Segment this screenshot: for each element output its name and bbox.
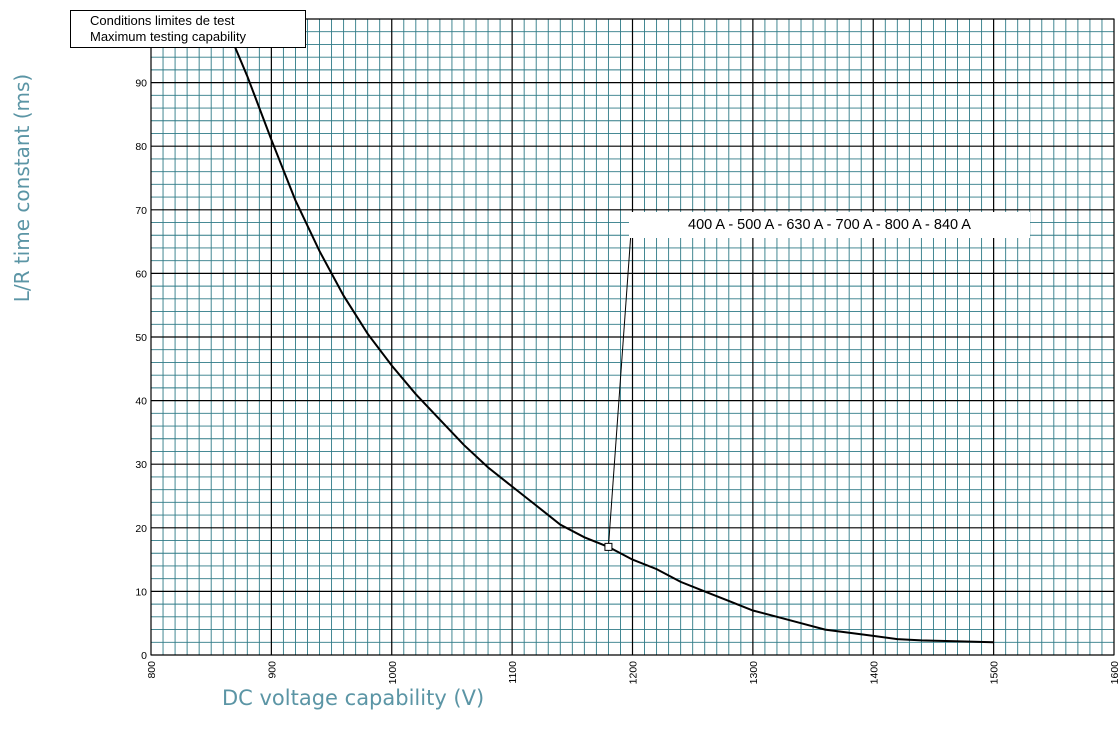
x-axis-title: DC voltage capability (V)	[222, 686, 485, 710]
x-tick-label: 1200	[628, 661, 640, 685]
x-tick-label: 800	[146, 661, 158, 679]
plot-frame	[150, 18, 1115, 656]
annotation-callout: 400 A - 500 A - 630 A - 700 A - 800 A - …	[629, 212, 1030, 238]
y-tick-label: 20	[135, 523, 147, 535]
legend-line-2: Maximum testing capability	[90, 29, 247, 44]
annotation-leader-line	[607, 231, 632, 547]
x-tick-label: 1600	[1109, 661, 1119, 685]
y-tick-label: 80	[135, 141, 147, 153]
series-line	[151, 18, 994, 644]
annotation-marker	[604, 542, 613, 551]
x-tick-label: 1100	[507, 661, 519, 684]
y-axis-title: L/R time constant (ms)	[10, 73, 34, 303]
y-tick-labels: 0102030405060708090100	[129, 14, 147, 662]
x-tick-label: 1400	[868, 661, 880, 685]
y-tick-label: 30	[135, 459, 147, 471]
y-tick-label: 50	[135, 332, 147, 344]
y-tick-label: 10	[135, 586, 147, 598]
legend-line-1: Conditions limites de test	[90, 13, 235, 28]
x-tick-labels: 800 900 1000 1100 1200 1300 1400 1500 1600	[146, 661, 1119, 685]
y-tick-label: 60	[135, 268, 147, 280]
x-tick-label: 1000	[387, 661, 399, 685]
y-tick-label: 0	[141, 650, 147, 662]
legend: Conditions limites de test Maximum testi…	[70, 10, 306, 48]
y-axis-title-wrap: L/R time constant (ms)	[0, 0, 40, 738]
x-tick-label: 1300	[748, 661, 760, 685]
x-tick-label: 900	[266, 661, 278, 679]
y-tick-label: 90	[135, 78, 147, 90]
x-tick-label: 1500	[989, 661, 1001, 685]
y-tick-label: 40	[135, 396, 147, 408]
y-tick-label: 70	[135, 205, 147, 217]
